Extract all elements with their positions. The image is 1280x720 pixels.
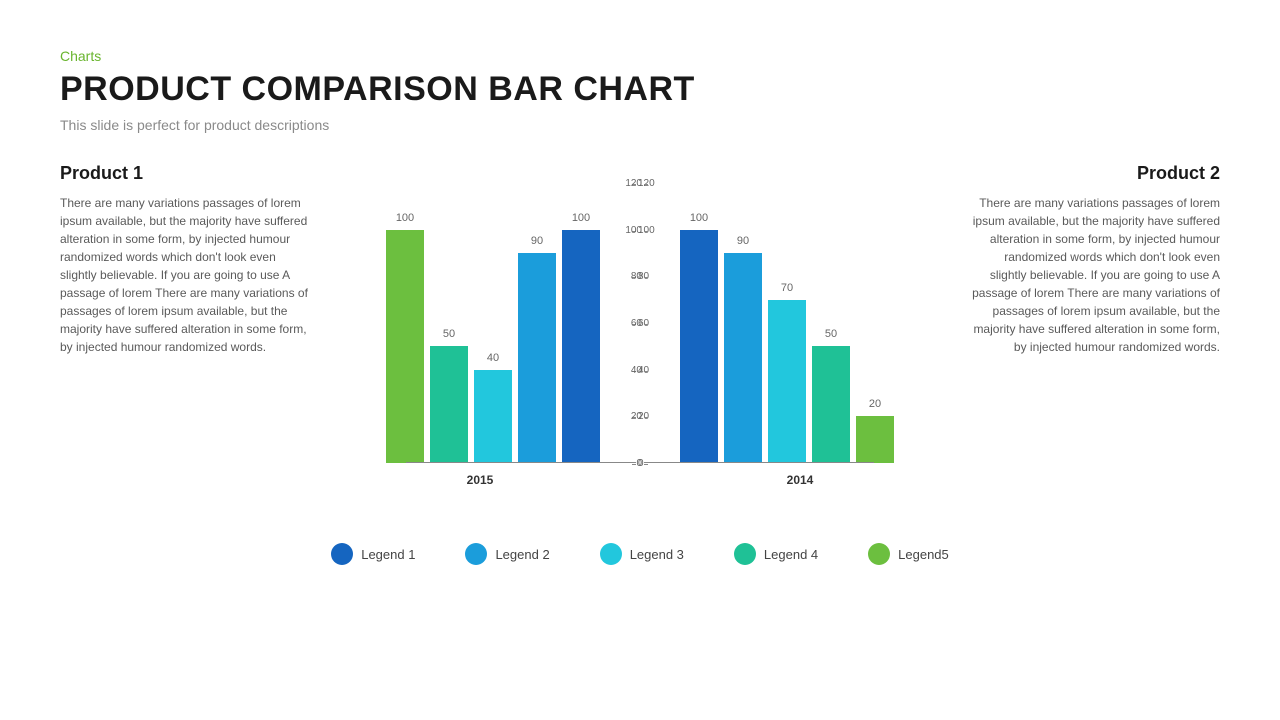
product1-block: Product 1 There are many variations pass… [60, 163, 310, 533]
legend-item: Legend 4 [734, 543, 818, 565]
bar: 50 [430, 346, 468, 463]
legend: Legend 1 Legend 2 Legend 3 Legend 4 Legend5 [0, 543, 1280, 565]
legend-label: Legend 3 [630, 547, 684, 562]
legend-item: Legend 3 [600, 543, 684, 565]
plot-right: 10090705020 [680, 183, 894, 463]
axis-right: 020406080100120 [644, 183, 674, 463]
baseline-left [406, 462, 636, 463]
legend-item: Legend 1 [331, 543, 415, 565]
legend-dot-icon [734, 543, 756, 565]
chart-left: 100504090100 020406080100120 2015 [360, 163, 640, 493]
product1-desc: There are many variations passages of lo… [60, 194, 310, 356]
year-label-left: 2015 [360, 473, 640, 487]
axis-tick: 20 [612, 411, 642, 422]
axis-tick: 60 [612, 318, 642, 329]
bar: 100 [680, 230, 718, 463]
page-title: PRODUCT COMPARISON BAR CHART [60, 70, 1220, 109]
bar-value-label: 100 [562, 212, 600, 224]
baseline-right [644, 462, 874, 463]
product2-title: Product 2 [970, 163, 1220, 184]
bar: 90 [724, 253, 762, 463]
product1-title: Product 1 [60, 163, 310, 184]
legend-dot-icon [868, 543, 890, 565]
bar: 90 [518, 253, 556, 463]
product2-block: Product 2 There are many variations pass… [970, 163, 1220, 533]
bar: 100 [386, 230, 424, 463]
chart-right: 10090705020 020406080100120 2014 [640, 163, 920, 493]
legend-item: Legend5 [868, 543, 949, 565]
legend-label: Legend5 [898, 547, 949, 562]
legend-label: Legend 1 [361, 547, 415, 562]
plot-left: 100504090100 [386, 183, 600, 463]
legend-label: Legend 4 [764, 547, 818, 562]
bar-value-label: 100 [386, 212, 424, 224]
subtitle: This slide is perfect for product descri… [60, 117, 1220, 133]
bar-value-label: 50 [812, 328, 850, 340]
product2-desc: There are many variations passages of lo… [970, 194, 1220, 356]
bar: 20 [856, 416, 894, 463]
bar: 40 [474, 370, 512, 463]
axis-tick: 0 [612, 458, 642, 469]
legend-dot-icon [331, 543, 353, 565]
category-label: Charts [60, 48, 1220, 64]
axis-tick: 100 [612, 225, 642, 236]
legend-dot-icon [600, 543, 622, 565]
bar: 50 [812, 346, 850, 463]
bar-value-label: 90 [518, 235, 556, 247]
legend-label: Legend 2 [495, 547, 549, 562]
legend-dot-icon [465, 543, 487, 565]
axis-tick: 120 [612, 178, 642, 189]
year-label-right: 2014 [640, 473, 920, 487]
legend-item: Legend 2 [465, 543, 549, 565]
bar: 100 [562, 230, 600, 463]
bar: 70 [768, 300, 806, 463]
bar-value-label: 40 [474, 352, 512, 364]
charts-wrap: 100504090100 020406080100120 2015 100907… [330, 163, 950, 533]
axis-tick: 40 [612, 365, 642, 376]
axis-tick: 80 [612, 271, 642, 282]
header: Charts PRODUCT COMPARISON BAR CHART This… [0, 0, 1280, 133]
content-row: Product 1 There are many variations pass… [0, 133, 1280, 533]
bar-value-label: 90 [724, 235, 762, 247]
bar-value-label: 70 [768, 282, 806, 294]
bar-value-label: 100 [680, 212, 718, 224]
bar-value-label: 50 [430, 328, 468, 340]
bar-value-label: 20 [856, 398, 894, 410]
